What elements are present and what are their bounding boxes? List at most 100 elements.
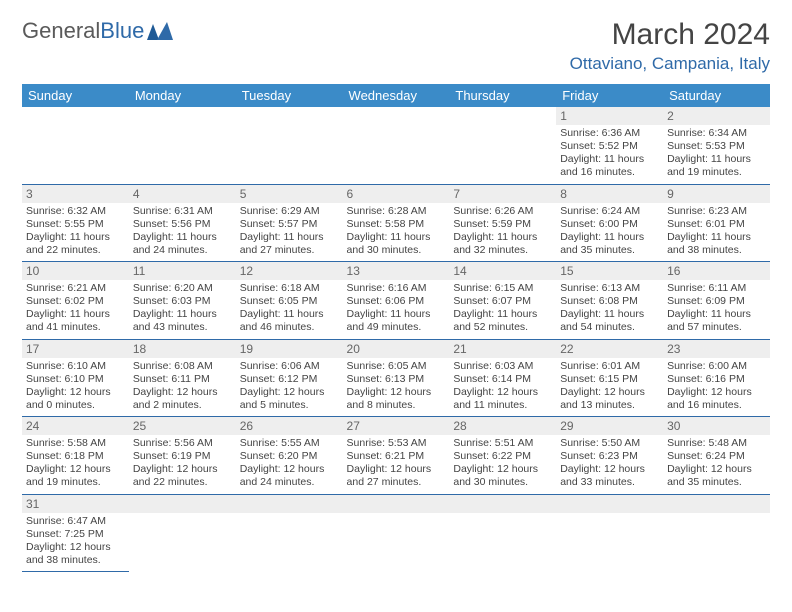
empty-cell — [556, 494, 663, 513]
sunset-text: Sunset: 6:11 PM — [133, 373, 232, 386]
sunset-text: Sunset: 6:03 PM — [133, 295, 232, 308]
sunset-text: Sunset: 6:10 PM — [26, 373, 125, 386]
day-info-cell: Sunrise: 6:10 AMSunset: 6:10 PMDaylight:… — [22, 358, 129, 417]
day-info-cell: Sunrise: 6:32 AMSunset: 5:55 PMDaylight:… — [22, 203, 129, 262]
sunset-text: Sunset: 6:08 PM — [560, 295, 659, 308]
day-info: Sunrise: 5:51 AMSunset: 6:22 PMDaylight:… — [449, 435, 556, 494]
day-number: 27 — [343, 417, 450, 435]
daylight-text: Daylight: 11 hours and 43 minutes. — [133, 308, 232, 334]
sunset-text: Sunset: 5:56 PM — [133, 218, 232, 231]
sunset-text: Sunset: 5:53 PM — [667, 140, 766, 153]
day-info-cell: Sunrise: 5:51 AMSunset: 6:22 PMDaylight:… — [449, 435, 556, 494]
day-info-cell: Sunrise: 6:15 AMSunset: 6:07 PMDaylight:… — [449, 280, 556, 339]
sunrise-text: Sunrise: 6:28 AM — [347, 205, 446, 218]
day-number-cell: 13 — [343, 262, 450, 281]
day-info: Sunrise: 5:55 AMSunset: 6:20 PMDaylight:… — [236, 435, 343, 494]
day-info: Sunrise: 6:03 AMSunset: 6:14 PMDaylight:… — [449, 358, 556, 417]
flag-icon — [147, 22, 173, 40]
sunrise-text: Sunrise: 6:24 AM — [560, 205, 659, 218]
day-number: 16 — [663, 262, 770, 280]
day-info-cell: Sunrise: 5:53 AMSunset: 6:21 PMDaylight:… — [343, 435, 450, 494]
day-number-cell: 16 — [663, 262, 770, 281]
day-info: Sunrise: 6:26 AMSunset: 5:59 PMDaylight:… — [449, 203, 556, 262]
header: GeneralBlue March 2024 Ottaviano, Campan… — [22, 18, 770, 74]
sunrise-text: Sunrise: 6:06 AM — [240, 360, 339, 373]
day-number: 13 — [343, 262, 450, 280]
day-info-cell: Sunrise: 6:47 AMSunset: 7:25 PMDaylight:… — [22, 513, 129, 572]
day-info-cell: Sunrise: 6:24 AMSunset: 6:00 PMDaylight:… — [556, 203, 663, 262]
day-info: Sunrise: 6:34 AMSunset: 5:53 PMDaylight:… — [663, 125, 770, 184]
day-number: 31 — [22, 495, 129, 513]
calendar-header-row: SundayMondayTuesdayWednesdayThursdayFrid… — [22, 84, 770, 107]
sunset-text: Sunset: 6:16 PM — [667, 373, 766, 386]
day-info: Sunrise: 6:23 AMSunset: 6:01 PMDaylight:… — [663, 203, 770, 262]
logo-text-1: General — [22, 18, 100, 44]
daylight-text: Daylight: 11 hours and 54 minutes. — [560, 308, 659, 334]
day-number-cell: 29 — [556, 417, 663, 436]
sunrise-text: Sunrise: 6:47 AM — [26, 515, 125, 528]
sunrise-text: Sunrise: 6:31 AM — [133, 205, 232, 218]
logo: GeneralBlue — [22, 18, 173, 44]
day-number: 7 — [449, 185, 556, 203]
sunset-text: Sunset: 5:59 PM — [453, 218, 552, 231]
day-info: Sunrise: 6:08 AMSunset: 6:11 PMDaylight:… — [129, 358, 236, 417]
daylight-text: Daylight: 12 hours and 30 minutes. — [453, 463, 552, 489]
sunset-text: Sunset: 6:01 PM — [667, 218, 766, 231]
day-number-cell: 11 — [129, 262, 236, 281]
daylight-text: Daylight: 11 hours and 24 minutes. — [133, 231, 232, 257]
day-info: Sunrise: 6:47 AMSunset: 7:25 PMDaylight:… — [22, 513, 129, 572]
empty-cell — [22, 107, 129, 125]
day-number: 22 — [556, 340, 663, 358]
daylight-text: Daylight: 11 hours and 46 minutes. — [240, 308, 339, 334]
day-number-cell: 10 — [22, 262, 129, 281]
day-number-cell: 25 — [129, 417, 236, 436]
sunrise-text: Sunrise: 5:51 AM — [453, 437, 552, 450]
sunset-text: Sunset: 7:25 PM — [26, 528, 125, 541]
day-number-cell: 26 — [236, 417, 343, 436]
day-info: Sunrise: 5:58 AMSunset: 6:18 PMDaylight:… — [22, 435, 129, 494]
day-number-cell: 31 — [22, 494, 129, 513]
day-header: Monday — [129, 84, 236, 107]
sunrise-text: Sunrise: 6:18 AM — [240, 282, 339, 295]
daylight-text: Daylight: 12 hours and 38 minutes. — [26, 541, 125, 567]
day-info-cell: Sunrise: 6:26 AMSunset: 5:59 PMDaylight:… — [449, 203, 556, 262]
daylight-text: Daylight: 11 hours and 32 minutes. — [453, 231, 552, 257]
day-info: Sunrise: 5:48 AMSunset: 6:24 PMDaylight:… — [663, 435, 770, 494]
day-number-cell: 12 — [236, 262, 343, 281]
day-number-cell: 7 — [449, 184, 556, 203]
day-info-cell: Sunrise: 6:28 AMSunset: 5:58 PMDaylight:… — [343, 203, 450, 262]
sunrise-text: Sunrise: 6:00 AM — [667, 360, 766, 373]
day-header: Wednesday — [343, 84, 450, 107]
empty-cell — [663, 513, 770, 572]
day-info-cell: Sunrise: 6:34 AMSunset: 5:53 PMDaylight:… — [663, 125, 770, 184]
day-number: 21 — [449, 340, 556, 358]
day-info: Sunrise: 6:24 AMSunset: 6:00 PMDaylight:… — [556, 203, 663, 262]
day-number: 28 — [449, 417, 556, 435]
sunrise-text: Sunrise: 5:53 AM — [347, 437, 446, 450]
day-number: 3 — [22, 185, 129, 203]
sunset-text: Sunset: 6:20 PM — [240, 450, 339, 463]
sunrise-text: Sunrise: 6:05 AM — [347, 360, 446, 373]
day-number: 24 — [22, 417, 129, 435]
day-number: 20 — [343, 340, 450, 358]
sunset-text: Sunset: 5:55 PM — [26, 218, 125, 231]
empty-cell — [449, 513, 556, 572]
day-header: Tuesday — [236, 84, 343, 107]
day-number-cell: 30 — [663, 417, 770, 436]
day-info: Sunrise: 5:53 AMSunset: 6:21 PMDaylight:… — [343, 435, 450, 494]
sunset-text: Sunset: 6:18 PM — [26, 450, 125, 463]
sunrise-text: Sunrise: 6:10 AM — [26, 360, 125, 373]
day-number: 1 — [556, 107, 663, 125]
day-info: Sunrise: 6:00 AMSunset: 6:16 PMDaylight:… — [663, 358, 770, 417]
daylight-text: Daylight: 12 hours and 27 minutes. — [347, 463, 446, 489]
day-info-cell: Sunrise: 6:21 AMSunset: 6:02 PMDaylight:… — [22, 280, 129, 339]
sunset-text: Sunset: 6:06 PM — [347, 295, 446, 308]
daylight-text: Daylight: 12 hours and 11 minutes. — [453, 386, 552, 412]
sunrise-text: Sunrise: 5:55 AM — [240, 437, 339, 450]
day-number: 25 — [129, 417, 236, 435]
day-info: Sunrise: 6:36 AMSunset: 5:52 PMDaylight:… — [556, 125, 663, 184]
empty-cell — [343, 513, 450, 572]
daylight-text: Daylight: 12 hours and 33 minutes. — [560, 463, 659, 489]
sunset-text: Sunset: 6:22 PM — [453, 450, 552, 463]
day-number-cell: 28 — [449, 417, 556, 436]
